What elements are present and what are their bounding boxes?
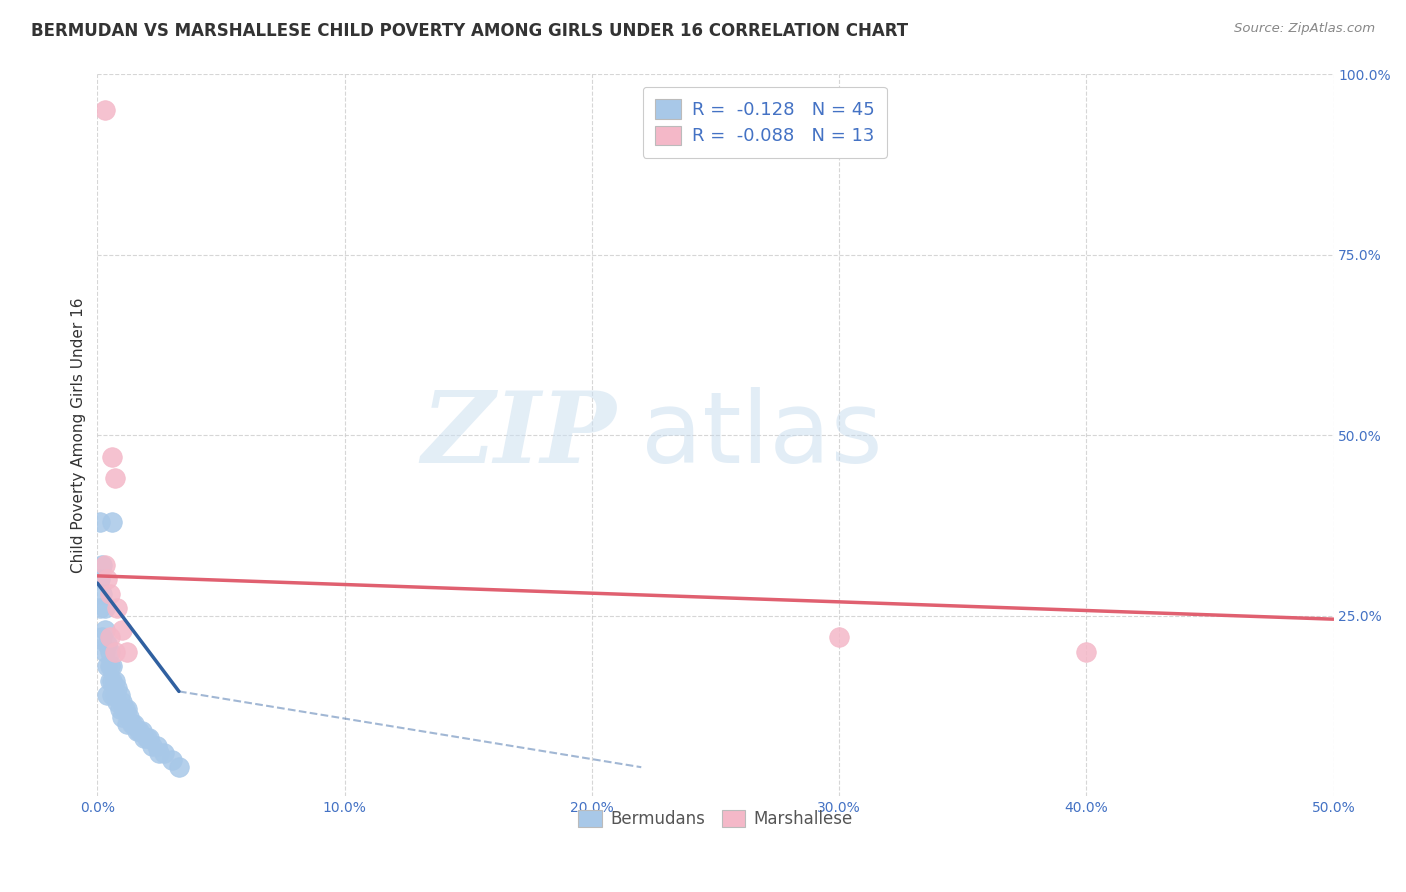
Point (101, 688, 124, 702)
Point (105, 601, 128, 615)
Point (91, 558, 114, 572)
Point (125, 724, 148, 739)
Point (94, 103, 117, 117)
Y-axis label: Child Poverty Among Girls Under 16: Child Poverty Among Girls Under 16 (72, 297, 86, 573)
Point (128, 724, 150, 739)
Point (98, 659, 121, 673)
Text: atlas: atlas (641, 386, 883, 483)
Point (98, 645, 121, 659)
Point (114, 702, 136, 716)
Point (111, 623, 134, 637)
Point (148, 746, 170, 760)
Point (104, 471, 127, 485)
Point (145, 739, 167, 753)
Point (105, 681, 128, 695)
Point (1076, 645, 1098, 659)
Text: BERMUDAN VS MARSHALLESE CHILD POVERTY AMONG GIRLS UNDER 16 CORRELATION CHART: BERMUDAN VS MARSHALLESE CHILD POVERTY AM… (31, 22, 908, 40)
Point (94, 645, 117, 659)
Point (828, 630, 851, 644)
Point (108, 702, 131, 716)
Point (101, 659, 124, 673)
Point (115, 645, 138, 659)
Point (96, 573, 118, 587)
Point (115, 702, 138, 716)
Point (167, 760, 190, 774)
Point (111, 695, 134, 709)
Point (91, 630, 114, 644)
Point (89, 601, 111, 615)
Text: Source: ZipAtlas.com: Source: ZipAtlas.com (1234, 22, 1375, 36)
Text: ZIP: ZIP (422, 387, 617, 483)
Point (108, 688, 131, 702)
Point (96, 637, 118, 651)
Point (98, 673, 121, 688)
Point (94, 558, 117, 572)
Point (96, 659, 118, 673)
Point (94, 601, 117, 615)
Point (118, 709, 141, 723)
Point (104, 673, 127, 688)
Point (135, 731, 157, 746)
Legend: Bermudans, Marshallese: Bermudans, Marshallese (572, 803, 859, 835)
Point (153, 746, 176, 760)
Point (101, 450, 124, 464)
Point (98, 630, 121, 644)
Point (94, 623, 117, 637)
Point (131, 724, 153, 739)
Point (124, 717, 146, 731)
Point (160, 753, 183, 767)
Point (89, 573, 111, 587)
Point (138, 731, 160, 746)
Point (115, 717, 138, 731)
Point (89, 515, 111, 529)
Point (121, 717, 143, 731)
Point (134, 731, 156, 746)
Point (104, 688, 127, 702)
Point (96, 688, 118, 702)
Point (111, 709, 134, 723)
Point (101, 673, 124, 688)
Point (141, 739, 163, 753)
Point (91, 587, 114, 601)
Point (98, 587, 121, 601)
Point (104, 645, 127, 659)
Point (105, 695, 128, 709)
Point (101, 515, 124, 529)
